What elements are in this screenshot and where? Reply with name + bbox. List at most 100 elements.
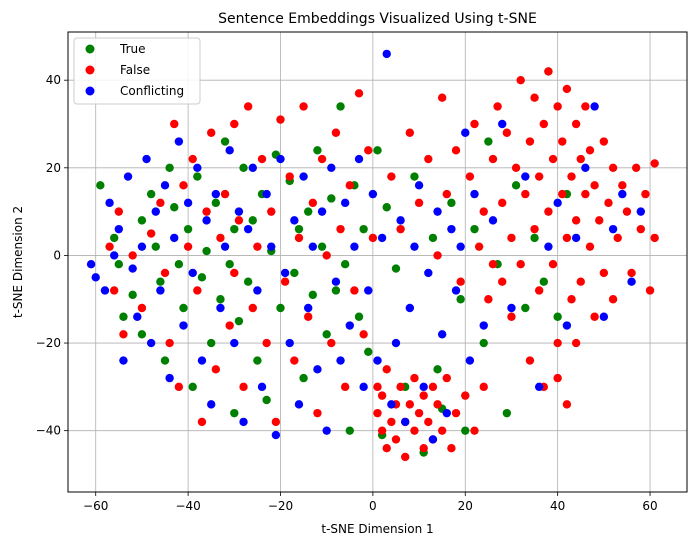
- point-false: [331, 128, 341, 137]
- point-false: [216, 233, 225, 243]
- point-false: [530, 93, 539, 102]
- point-conflicting: [521, 172, 530, 181]
- point-false: [364, 146, 373, 155]
- point-false: [571, 216, 581, 225]
- point-false: [294, 233, 304, 243]
- point-conflicting: [387, 400, 396, 409]
- point-false: [553, 338, 562, 348]
- point-false: [576, 154, 585, 164]
- point-true: [225, 259, 234, 269]
- point-conflicting: [308, 242, 318, 251]
- point-conflicting: [498, 119, 507, 129]
- point-true: [156, 277, 165, 286]
- point-conflicting: [91, 273, 100, 282]
- point-conflicting: [581, 163, 590, 173]
- point-conflicting: [151, 207, 160, 216]
- point-false: [382, 365, 391, 374]
- point-false: [156, 198, 165, 208]
- point-false: [521, 189, 530, 199]
- point-false: [534, 286, 544, 295]
- point-true: [308, 290, 318, 300]
- point-conflicting: [590, 102, 599, 111]
- point-true: [322, 330, 331, 339]
- point-false: [488, 259, 498, 269]
- point-false: [119, 330, 128, 339]
- point-conflicting: [364, 286, 373, 295]
- point-false: [202, 207, 211, 216]
- point-conflicting: [146, 338, 156, 348]
- point-true: [276, 303, 285, 313]
- point-conflicting: [424, 268, 433, 278]
- point-true: [248, 216, 257, 225]
- point-true: [373, 146, 382, 155]
- point-conflicting: [553, 198, 562, 208]
- point-true: [230, 224, 239, 234]
- point-conflicting: [133, 312, 142, 321]
- point-conflicting: [377, 233, 387, 243]
- point-conflicting: [410, 242, 419, 251]
- point-conflicting: [414, 181, 424, 190]
- point-false: [285, 172, 294, 181]
- point-false: [146, 229, 156, 238]
- series-conflicting: [86, 49, 646, 444]
- point-conflicting: [220, 242, 230, 251]
- point-false: [359, 330, 368, 339]
- y-tick-label: 20: [46, 161, 61, 175]
- point-false: [534, 172, 544, 181]
- point-false: [234, 216, 244, 225]
- point-false: [553, 102, 562, 111]
- point-false: [516, 259, 525, 269]
- point-false: [507, 233, 516, 243]
- point-conflicting: [470, 189, 479, 199]
- point-true: [202, 246, 211, 256]
- point-false: [618, 181, 627, 190]
- point-true: [340, 259, 350, 269]
- point-conflicting: [257, 382, 267, 392]
- point-true: [137, 216, 147, 225]
- point-false: [377, 391, 387, 400]
- point-conflicting: [156, 286, 165, 295]
- point-false: [391, 435, 401, 444]
- point-conflicting: [142, 154, 151, 164]
- point-false: [290, 356, 299, 365]
- y-tick-label: 0: [53, 248, 61, 262]
- point-conflicting: [571, 233, 581, 243]
- point-false: [230, 268, 239, 278]
- point-true: [382, 203, 391, 212]
- point-true: [521, 303, 530, 313]
- point-false: [243, 102, 253, 111]
- point-conflicting: [239, 417, 248, 427]
- point-true: [114, 259, 124, 269]
- point-true: [461, 426, 470, 435]
- point-true: [456, 295, 465, 304]
- point-false: [262, 338, 271, 348]
- point-conflicting: [207, 400, 216, 409]
- point-false: [604, 198, 613, 208]
- point-conflicting: [243, 224, 253, 234]
- scatter-points: [86, 49, 659, 462]
- x-tick-label: −40: [175, 499, 200, 513]
- point-conflicting: [109, 251, 119, 260]
- x-tick-label: 0: [369, 499, 377, 513]
- point-false: [437, 93, 447, 102]
- point-false: [230, 119, 239, 129]
- point-false: [414, 408, 424, 418]
- y-tick-label: −20: [36, 336, 61, 350]
- point-conflicting: [322, 426, 331, 435]
- point-false: [225, 321, 234, 330]
- point-true: [151, 242, 160, 251]
- point-true: [336, 102, 345, 111]
- x-tick-label: 20: [458, 499, 473, 513]
- point-false: [488, 154, 498, 164]
- point-false: [387, 417, 396, 427]
- point-false: [562, 400, 572, 409]
- point-false: [479, 382, 488, 392]
- point-false: [437, 426, 447, 435]
- point-true: [109, 233, 119, 243]
- point-true: [211, 198, 221, 208]
- point-false: [470, 119, 479, 129]
- point-true: [207, 338, 216, 348]
- point-conflicting: [193, 163, 202, 173]
- legend-frame: [73, 37, 201, 105]
- point-true: [119, 312, 128, 321]
